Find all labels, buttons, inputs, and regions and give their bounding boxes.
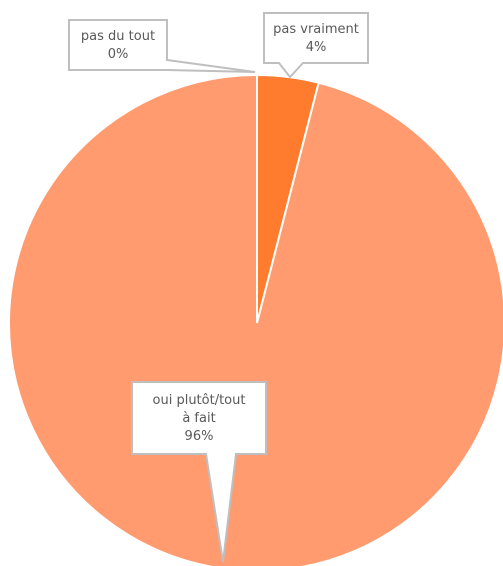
callout-box-pas-du-tout [68, 19, 256, 73]
data-label-category-pas-vraiment: pas vraiment [273, 22, 359, 37]
data-label-category-pas-du-tout: pas du tout [81, 29, 155, 44]
callout-pas-du-tout: pas du tout 0% [68, 19, 256, 73]
callout-box-pas-vraiment [263, 12, 369, 79]
callout-oui-plutot-tout-a-fait: oui plutôt/tout à fait 96% [131, 381, 267, 563]
pie-slices [8, 73, 503, 566]
data-label-value-oui-plutot-tout-a-fait: 96% [185, 429, 214, 444]
data-label-value-pas-vraiment: 4% [306, 40, 327, 55]
data-label-category-oui-plutot-tout-a-fait: à fait [182, 411, 215, 426]
callout-box-oui-plutot-tout-a-fait [131, 381, 267, 563]
data-label-callouts: pas du tout 0% pas vraiment 4% oui plutôt/to… [68, 12, 369, 563]
data-label-value-pas-du-tout: 0% [108, 47, 129, 62]
data-label-category-oui-plutot-tout-a-fait: oui plutôt/tout [153, 393, 246, 408]
slice-oui-plutot-tout-a-fait [8, 73, 503, 566]
callout-pas-vraiment: pas vraiment 4% [263, 12, 369, 79]
